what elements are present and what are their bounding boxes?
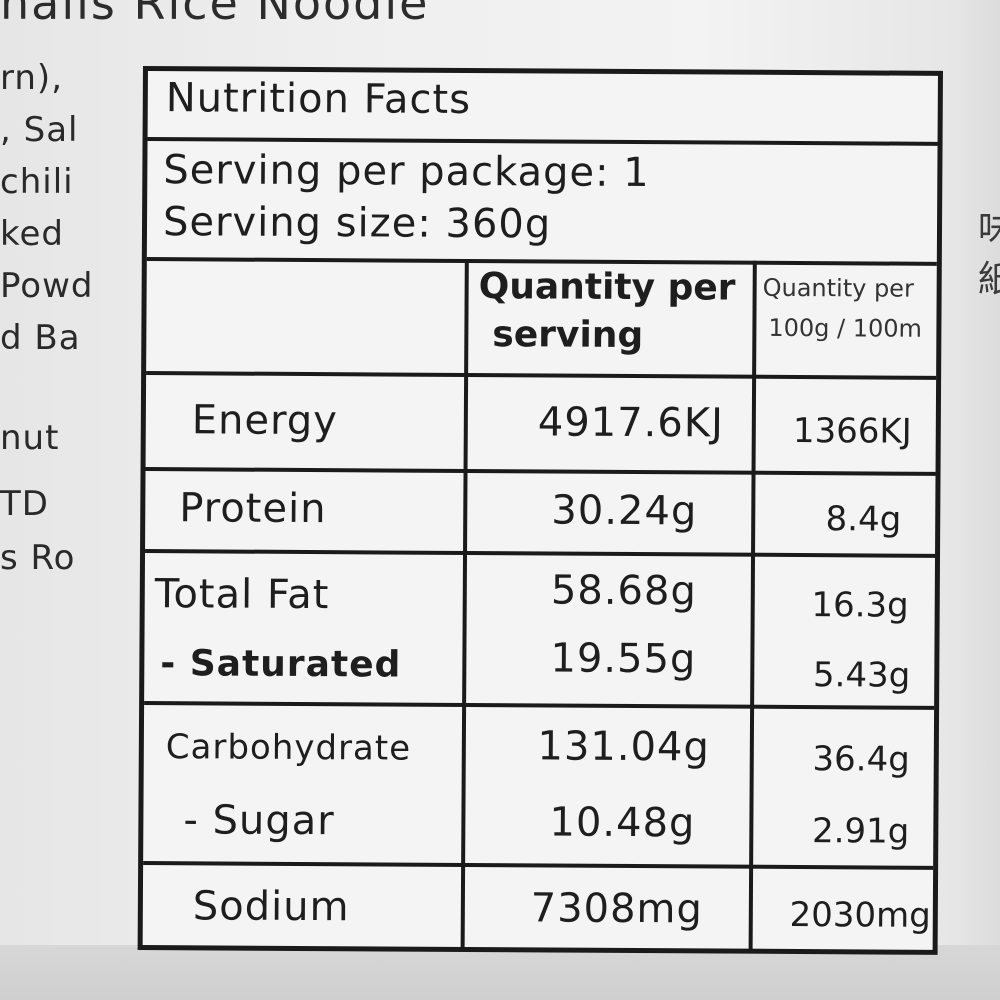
ingredient-line: rn), bbox=[0, 58, 64, 98]
sugar-per-serving: 10.48g bbox=[549, 799, 696, 847]
header-quantity-per-100-line2: 100g / 100m bbox=[768, 313, 923, 343]
ingredient-line: s Ro bbox=[0, 538, 76, 578]
sugar-per-100: 2.91g bbox=[811, 811, 910, 852]
saturated-per-100: 5.43g bbox=[812, 655, 911, 696]
ingredient-line: d Ba bbox=[0, 318, 81, 358]
nutrient-name-energy: Energy bbox=[191, 397, 339, 445]
ingredient-line: , Sal bbox=[0, 110, 79, 150]
divider bbox=[144, 701, 935, 710]
nutrition-facts-label: Nutrition Facts Serving per package: 1 S… bbox=[137, 66, 943, 955]
nutrient-name-sodium: Sodium bbox=[192, 883, 350, 931]
nutrient-name-carbohydrate: Carbohydrate bbox=[165, 727, 412, 769]
energy-per-serving: 4917.6KJ bbox=[537, 399, 724, 447]
nutrient-name-total-fat: Total Fat bbox=[154, 571, 330, 619]
divider bbox=[143, 861, 934, 870]
divider bbox=[147, 137, 938, 146]
ingredient-line: TD bbox=[0, 484, 49, 524]
sodium-per-100: 2030mg bbox=[789, 894, 931, 936]
nutrient-name-saturated: - Saturated bbox=[160, 643, 402, 686]
saturated-per-serving: 19.55g bbox=[550, 635, 697, 683]
nutrient-name-protein: Protein bbox=[179, 485, 327, 533]
total-fat-per-100: 16.3g bbox=[811, 585, 909, 626]
serving-size: Serving size: 360g bbox=[162, 199, 552, 248]
sodium-per-serving: 7308mg bbox=[530, 885, 703, 933]
ingredient-line: chili bbox=[0, 162, 74, 202]
right-edge-text-2: 紙 bbox=[978, 259, 1000, 300]
total-fat-per-serving: 58.68g bbox=[550, 567, 697, 615]
label-title: Nutrition Facts bbox=[165, 75, 472, 124]
header-quantity-per-serving-line2: serving bbox=[492, 314, 644, 357]
energy-per-100: 1366KJ bbox=[792, 410, 912, 452]
ingredient-line: nut bbox=[0, 418, 60, 458]
divider bbox=[146, 371, 937, 380]
column-divider bbox=[748, 260, 757, 951]
header-quantity-per-serving-line1: Quantity per bbox=[478, 266, 736, 309]
serving-per-package: Serving per package: 1 bbox=[163, 147, 650, 197]
right-edge-strip bbox=[960, 0, 1000, 1000]
protein-per-serving: 30.24g bbox=[551, 487, 698, 535]
column-divider bbox=[460, 258, 469, 949]
nutrient-name-sugar: - Sugar bbox=[183, 797, 335, 845]
right-edge-text-1: 味 bbox=[978, 209, 1000, 250]
ingredients-fragment: rn), , Sal chili ked Powd d Ba nut TD s … bbox=[0, 58, 140, 618]
ingredient-line: Powd bbox=[0, 266, 94, 306]
carbohydrate-per-serving: 131.04g bbox=[537, 723, 710, 771]
divider bbox=[145, 467, 936, 476]
protein-per-100: 8.4g bbox=[825, 499, 902, 540]
carbohydrate-per-100: 36.4g bbox=[812, 739, 910, 780]
header-quantity-per-100-line1: Quantity per bbox=[762, 273, 914, 303]
divider bbox=[145, 549, 936, 558]
product-name-fragment: hails Rice Noodle bbox=[0, 0, 430, 30]
ingredient-line: ked bbox=[0, 214, 64, 254]
